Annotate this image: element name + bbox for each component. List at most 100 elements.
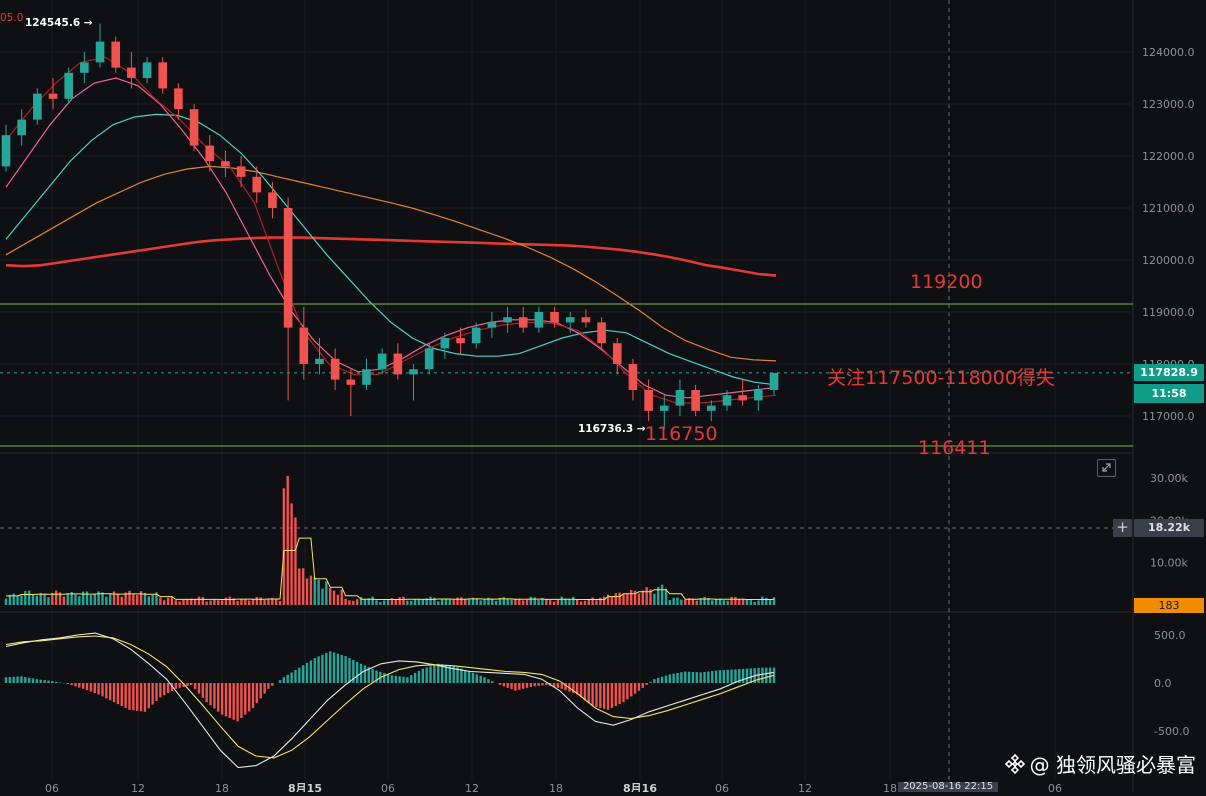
volume-bar <box>746 600 748 605</box>
macd-bar <box>364 665 366 683</box>
macd-bar <box>159 683 161 697</box>
add-plus-icon[interactable]: + <box>1113 519 1132 537</box>
candle-body <box>613 343 622 364</box>
volume-bar <box>321 589 323 605</box>
candle-body <box>488 322 497 327</box>
macd-bar <box>344 656 346 683</box>
macd-bar <box>688 672 690 683</box>
macd-bar <box>541 683 543 685</box>
macd-bar <box>642 683 644 688</box>
macd-bar <box>672 674 674 683</box>
volume-bar <box>213 600 215 605</box>
macd-bar <box>51 681 53 683</box>
time-tick-label: 12 <box>131 782 145 792</box>
volume-bar <box>738 599 740 605</box>
volume-bar <box>653 594 655 605</box>
candle-body <box>237 166 246 176</box>
volume-bar <box>510 600 512 605</box>
volume-bar <box>74 595 76 605</box>
macd-bar <box>167 683 169 693</box>
last-volume-label: 183 <box>1134 598 1204 613</box>
candle-body <box>2 135 11 166</box>
volume-bar <box>221 600 223 605</box>
volume-bar <box>464 599 466 605</box>
volume-bar <box>240 599 242 605</box>
volume-bar <box>618 593 620 605</box>
volume-bar <box>661 585 663 605</box>
candle-body <box>174 88 183 109</box>
volume-ma-line <box>6 538 774 599</box>
volume-bar <box>248 600 250 605</box>
macd-bar <box>240 683 242 718</box>
macd-bar <box>746 669 748 683</box>
volume-bar <box>460 597 462 605</box>
macd-axis: 500.00.0-500.0 <box>1154 629 1189 738</box>
volume-bar <box>468 599 470 605</box>
candle-body <box>347 380 356 385</box>
macd-bar <box>298 668 300 683</box>
macd-bar <box>271 683 273 686</box>
volume-bar <box>20 595 22 605</box>
volume-bar <box>171 597 173 605</box>
macd-bar <box>43 680 45 683</box>
volume-bar <box>375 600 377 605</box>
macd-bar <box>634 683 636 694</box>
candle-body <box>127 68 136 78</box>
volume-bar <box>314 578 316 605</box>
macd-bar <box>244 683 246 715</box>
macd-bar <box>406 677 408 683</box>
volume-bar <box>723 600 725 605</box>
volume-bar <box>86 591 88 605</box>
volume-bar <box>128 591 130 605</box>
candle-body <box>268 192 277 208</box>
macd-bar <box>356 662 358 683</box>
macd-bar <box>337 654 339 683</box>
time-tick-label: 8月15 <box>288 782 322 792</box>
volume-bar <box>159 597 161 605</box>
macd-bar <box>144 683 146 712</box>
macd-bar <box>155 683 157 701</box>
macd-bar <box>649 682 651 683</box>
macd-bar <box>97 683 99 695</box>
macd-bar <box>387 674 389 683</box>
macd-bar <box>117 683 119 704</box>
macd-bar <box>82 683 84 689</box>
volume-bar <box>136 595 138 605</box>
volume-bar <box>256 597 258 605</box>
volume-bar <box>325 582 327 605</box>
macd-bar <box>514 683 516 691</box>
volume-bar <box>761 597 763 605</box>
macd-bar <box>599 683 601 708</box>
macd-bar <box>186 683 188 686</box>
volume-bar <box>90 595 92 605</box>
volume-bar <box>607 595 609 605</box>
volume-bar <box>352 601 354 605</box>
macd-bar <box>175 683 177 689</box>
volume-bar <box>82 591 84 605</box>
ma-line <box>6 114 776 384</box>
macd-bar <box>584 683 586 700</box>
macd-bar <box>483 677 485 683</box>
volume-bar <box>398 597 400 605</box>
macd-bar <box>398 676 400 683</box>
macd-bar <box>669 674 671 683</box>
expand-icon[interactable] <box>1097 459 1116 477</box>
volume-bar <box>553 602 555 605</box>
candle-body <box>472 328 481 344</box>
crosshair-volume-label: 18.22k <box>1134 519 1204 537</box>
volume-bar <box>5 599 7 605</box>
macd-bar <box>163 683 165 695</box>
time-tick-label: 06 <box>45 782 59 792</box>
macd-bar <box>464 670 466 683</box>
macd-bar <box>229 683 231 718</box>
volume-bar <box>47 597 49 605</box>
volume-bar <box>364 599 366 605</box>
macd-bar <box>561 683 563 689</box>
macd-bar <box>765 668 767 683</box>
candle-body <box>111 42 120 68</box>
volume-bar <box>773 597 775 605</box>
volume-bar <box>387 600 389 605</box>
time-tick-label: 06 <box>381 782 395 792</box>
